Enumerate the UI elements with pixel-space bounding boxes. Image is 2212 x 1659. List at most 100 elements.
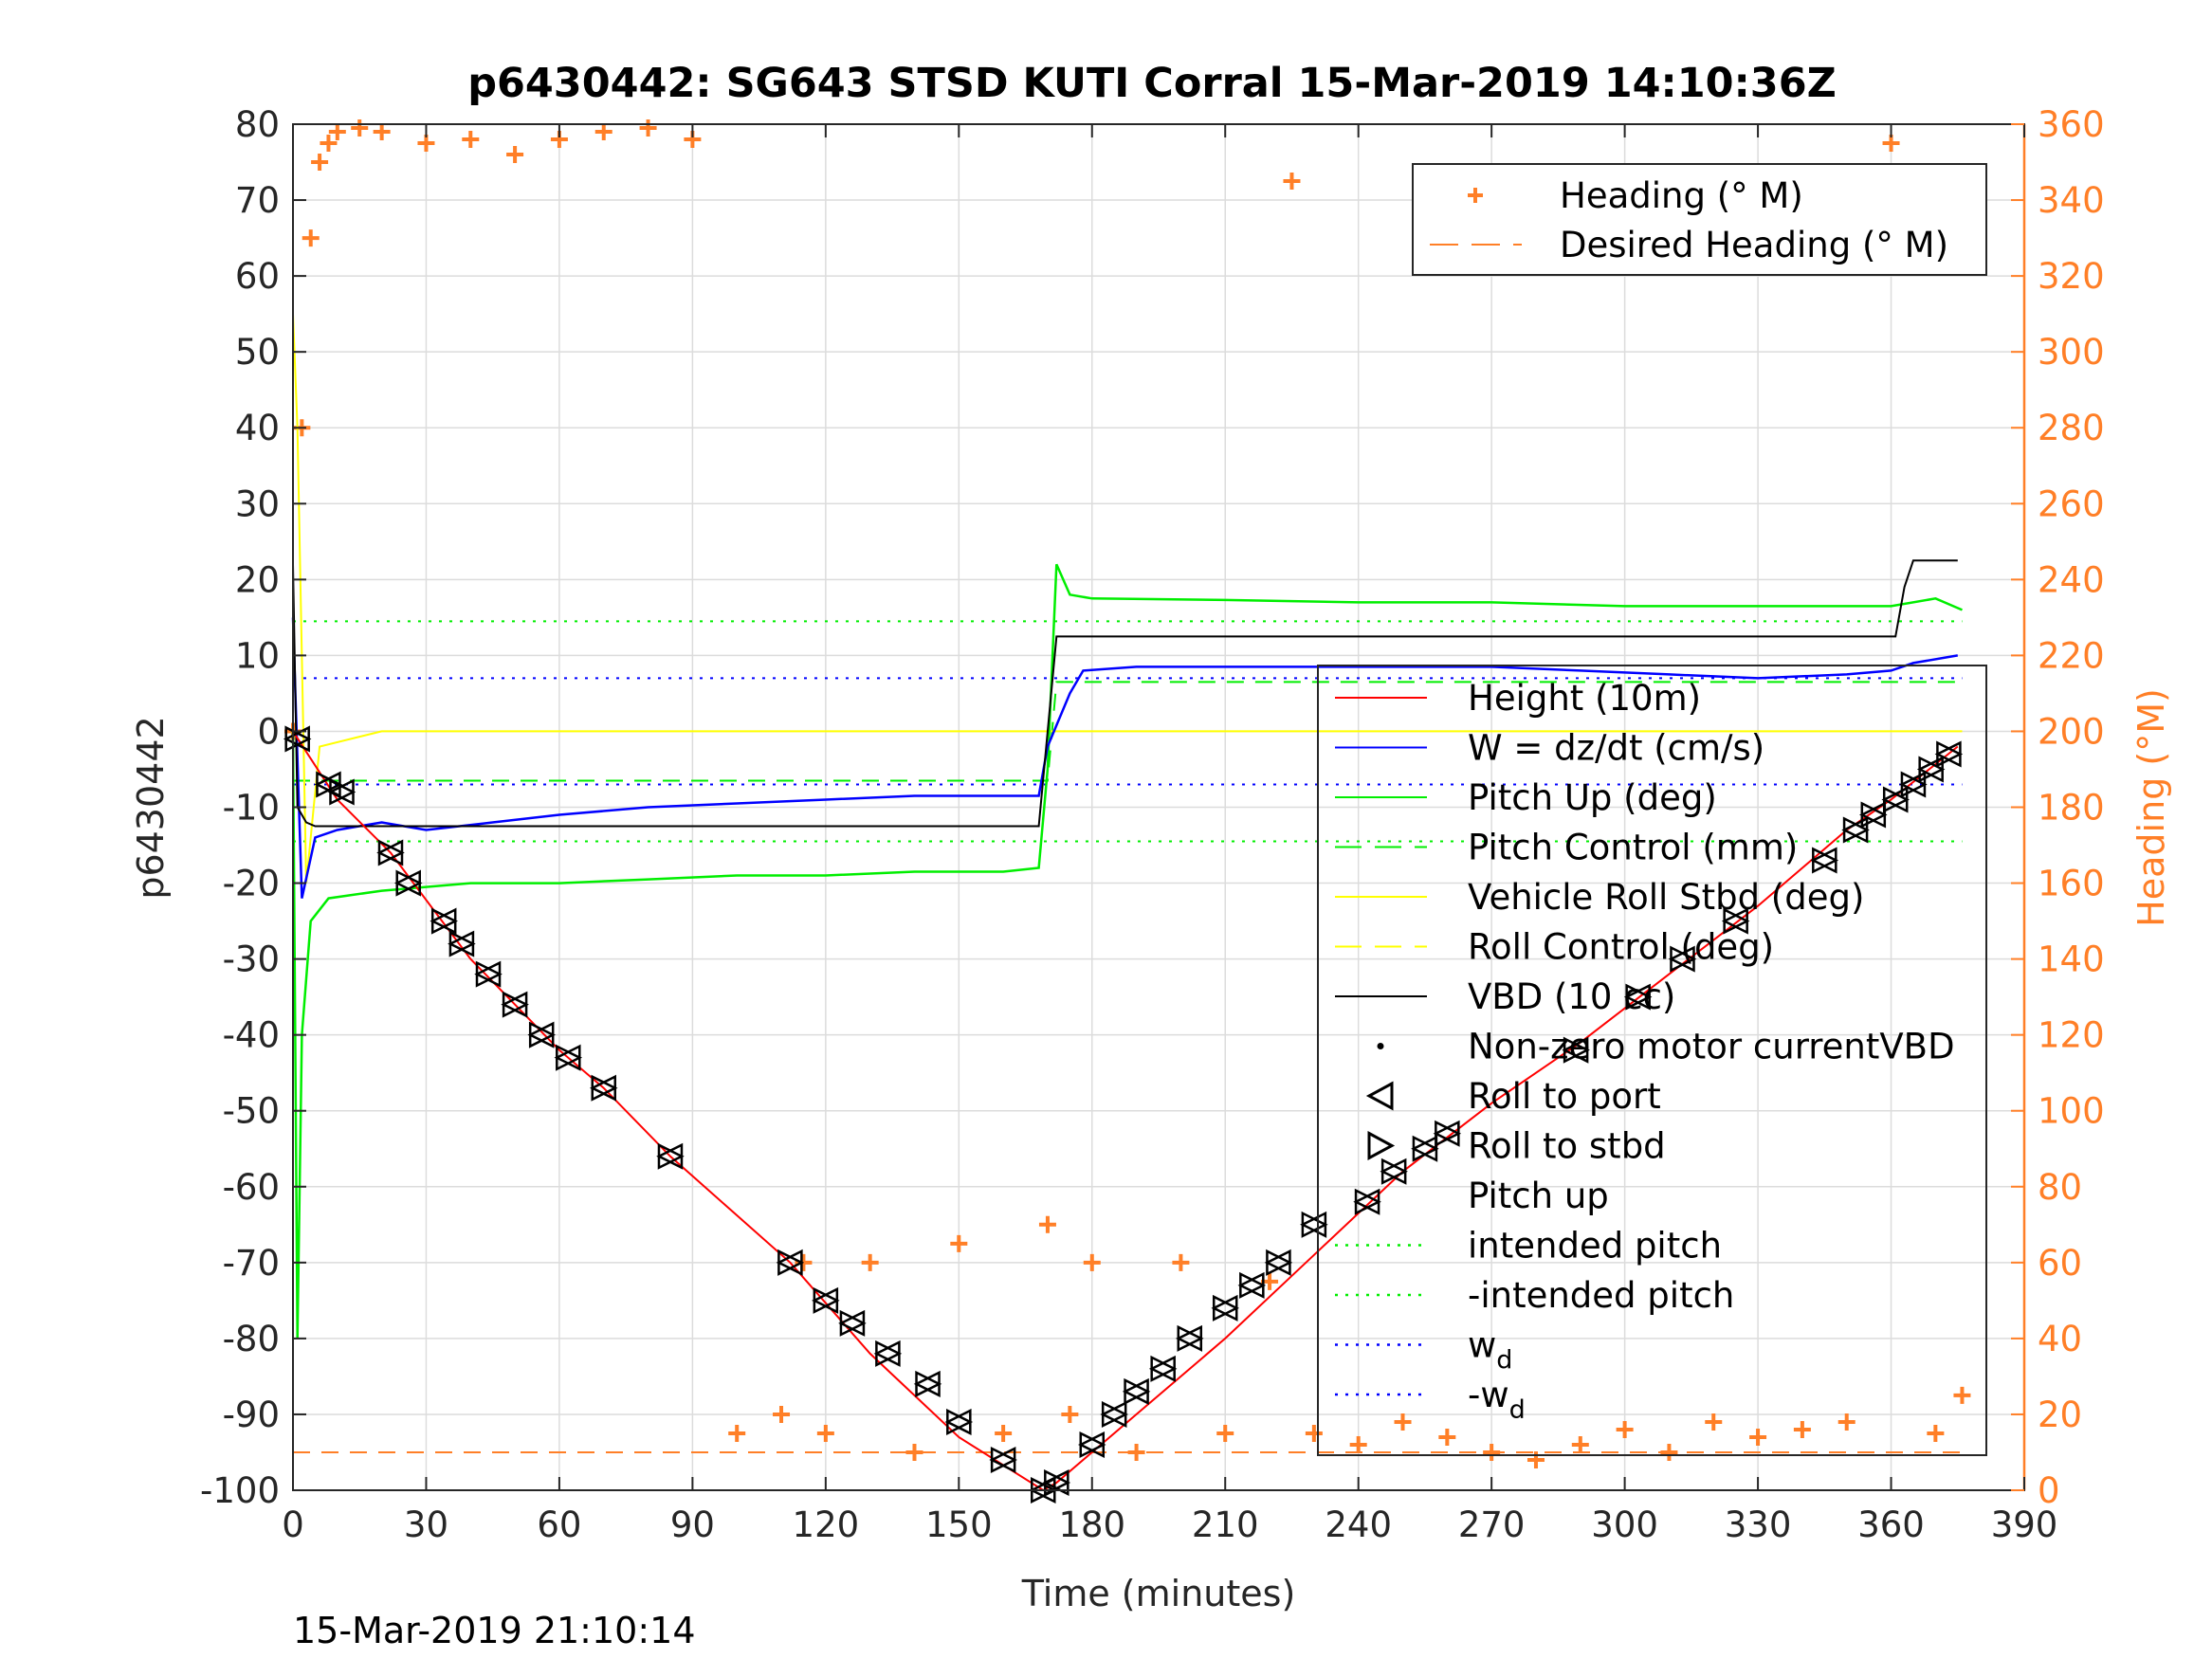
x-tick-label: 150 [925, 1504, 993, 1545]
heading-point [1394, 1413, 1412, 1431]
roll-stbd-marker [777, 1249, 805, 1276]
legend-label: wd [1468, 1325, 1512, 1376]
heading-point [1616, 1420, 1634, 1438]
y2-tick-label: 0 [2038, 1470, 2060, 1511]
legend-label: Pitch Up (deg) [1468, 777, 1717, 818]
roll-stbd-marker [1124, 1377, 1151, 1405]
roll-stbd-marker [990, 1446, 1017, 1474]
heading-point [1438, 1428, 1456, 1446]
roll-stbd-marker [284, 725, 312, 753]
heading-point [320, 135, 338, 153]
legend-entry-heading-m: Heading (° M) [1468, 175, 1803, 216]
legend-entry-pitch-up-10: Pitch up [1468, 1176, 1609, 1216]
legend-label: Height (10m) [1468, 678, 1701, 719]
legend-swatch [1365, 1081, 1394, 1111]
y2-tick-label: 100 [2038, 1091, 2105, 1132]
roll-stbd-marker [556, 1044, 583, 1071]
y2-axis-label: Heading (°M) [2130, 688, 2172, 927]
legend-label: Pitch Control (mm) [1468, 828, 1798, 868]
heading-point [506, 146, 524, 164]
legend-entry-vehicle-roll-stbd-deg-4: Vehicle Roll Stbd (deg) [1335, 877, 1864, 918]
legend-swatch [1377, 1043, 1384, 1049]
roll-stbd-marker [813, 1286, 840, 1314]
heading-point [861, 1253, 879, 1271]
heading-point [462, 131, 480, 149]
y2-tick-label: 160 [2038, 864, 2105, 904]
heading-point [773, 1405, 791, 1423]
y2-tick-label: 180 [2038, 788, 2105, 829]
roll-stbd-marker [1842, 816, 1870, 844]
heading-point [1882, 135, 1900, 153]
x-tick-label: 90 [670, 1504, 715, 1545]
legend-entry-roll-to-port-8: Roll to port [1365, 1076, 1661, 1117]
x-tick-label: 210 [1192, 1504, 1259, 1545]
roll-stbd-marker [1860, 801, 1888, 829]
roll-stbd-marker [1625, 983, 1653, 1011]
roll-stbd-marker [1266, 1249, 1293, 1276]
roll-stbd-marker [329, 778, 356, 806]
heading-point [328, 123, 346, 141]
roll-stbd-marker [1380, 1158, 1408, 1185]
legend-main-box [1317, 665, 1987, 1456]
roll-stbd-marker [377, 839, 405, 866]
heading-point [1660, 1443, 1678, 1461]
y2-tick-label: 80 [2038, 1167, 2082, 1208]
legend-entry-pitch-control-mm-3: Pitch Control (mm) [1335, 828, 1798, 868]
legend-label: Non-zero motor currentVBD [1468, 1027, 1955, 1067]
legend-label: Vehicle Roll Stbd (deg) [1468, 877, 1864, 918]
heading-point [995, 1424, 1013, 1442]
y-tick-label: -70 [223, 1243, 280, 1284]
heading-point [1953, 1386, 1971, 1404]
legend-label: Desired Heading (° M) [1560, 225, 1948, 265]
heading-point [1571, 1435, 1589, 1453]
y-tick-label: 50 [235, 332, 280, 373]
y-tick-label: 20 [235, 559, 280, 600]
y2-tick-label: 200 [2038, 711, 2105, 752]
roll-stbd-marker [1900, 771, 1928, 798]
roll-stbd-marker [1354, 1188, 1381, 1215]
y2-tick-label: 260 [2038, 483, 2105, 524]
chart-title: p6430442: SG643 STSD KUTI Corral 15-Mar-… [467, 60, 1837, 107]
roll-stbd-marker [475, 960, 503, 988]
roll-stbd-marker [502, 991, 529, 1018]
y2-tick-label: 120 [2038, 1015, 2105, 1056]
y-axis-ticks: -100-90-80-70-60-50-40-30-20-10010203040… [200, 104, 306, 1511]
heading-point [1061, 1405, 1079, 1423]
legend-main: Height (10m) W = dz/dt (cm/s) Pitch Up (de… [1317, 665, 1987, 1456]
roll-stbd-marker [448, 930, 476, 957]
roll-stbd-marker [875, 1340, 903, 1367]
heading-point [1526, 1450, 1545, 1468]
heading-point [1749, 1428, 1767, 1446]
heading-point [417, 135, 435, 153]
heading-point [1793, 1420, 1811, 1438]
legend-label: intended pitch [1468, 1226, 1722, 1267]
roll-stbd-marker [1563, 1036, 1590, 1064]
x-tick-label: 60 [537, 1504, 581, 1545]
legend-label: -intended pitch [1468, 1275, 1734, 1316]
y2-tick-label: 300 [2038, 332, 2105, 373]
y-tick-label: 60 [235, 256, 280, 297]
series-line-vbd-10-cc [292, 559, 1958, 828]
y-tick-label: -10 [223, 788, 280, 829]
y-tick-label: -20 [223, 864, 280, 904]
y2-tick-label: 280 [2038, 408, 2105, 448]
y2-tick-label: 340 [2038, 180, 2105, 221]
heading-point [373, 123, 391, 141]
x-tick-label: 360 [1857, 1504, 1925, 1545]
legend-label: Roll to port [1468, 1076, 1661, 1117]
x-tick-label: 240 [1325, 1504, 1392, 1545]
roll-stbd-marker [1301, 1211, 1328, 1238]
roll-stbd-marker [839, 1309, 867, 1337]
heading-point [594, 123, 612, 141]
x-tick-label: 0 [282, 1504, 304, 1545]
y-tick-label: 10 [235, 635, 280, 676]
y2-tick-label: 240 [2038, 559, 2105, 600]
roll-stbd-marker [1101, 1400, 1128, 1428]
legend-label: W = dz/dt (cm/s) [1468, 728, 1764, 769]
heading-point [905, 1443, 923, 1461]
legend-swatch [1367, 1130, 1396, 1161]
heading-point [639, 119, 657, 137]
heading-point [816, 1424, 834, 1442]
roll-stbd-marker [946, 1408, 974, 1435]
x-tick-label: 30 [404, 1504, 448, 1545]
